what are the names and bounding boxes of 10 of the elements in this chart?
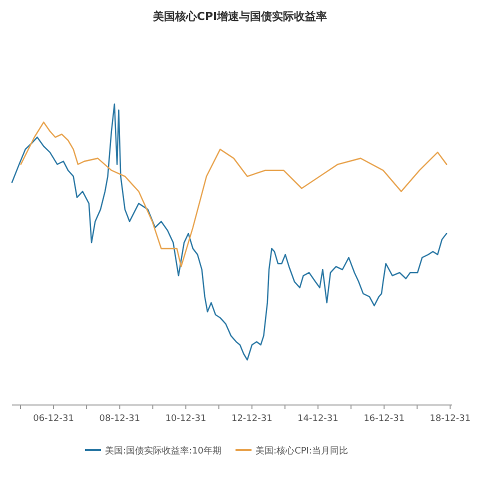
legend-label: 美国:国债实际收益率:10年期 bbox=[105, 446, 222, 456]
x-tick-label: 14-12-31 bbox=[298, 414, 338, 424]
x-tick-label: 10-12-31 bbox=[165, 414, 206, 424]
x-tick-label: 16-12-31 bbox=[364, 414, 405, 424]
x-tick-label: 18-12-31 bbox=[430, 414, 471, 424]
chart-title: 美国核心CPI增速与国债实际收益率 bbox=[152, 10, 328, 23]
legend-label: 美国:核心CPI:当月同比 bbox=[256, 446, 348, 456]
x-tick-label: 08-12-31 bbox=[99, 414, 140, 424]
x-tick-label: 06-12-31 bbox=[33, 414, 74, 424]
x-tick-label: 12-12-31 bbox=[231, 414, 272, 424]
